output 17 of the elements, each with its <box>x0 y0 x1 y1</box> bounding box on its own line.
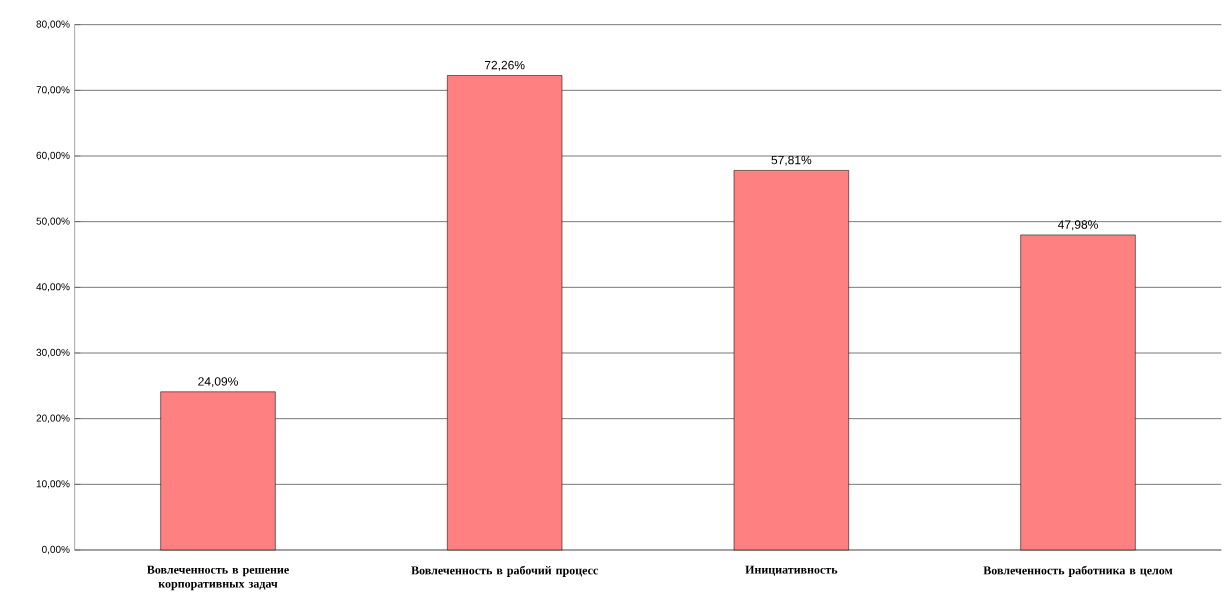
y-tick-label: 60,00% <box>36 151 70 161</box>
y-tick-label: 70,00% <box>36 86 70 95</box>
x-tick-label: Вовлеченность в решение корпоративных задач <box>147 565 289 591</box>
y-tick-label: 30,00% <box>36 348 70 358</box>
x-tick-label: Инициативность <box>745 565 838 576</box>
y-tick-label: 10,00% <box>36 480 70 489</box>
y-tick-label: 50,00% <box>36 217 70 226</box>
y-tick-label: 20,00% <box>36 414 70 423</box>
x-tick-label: Вовлеченность работника в целом <box>983 565 1173 577</box>
y-tick-label: 40,00% <box>36 283 70 292</box>
y-tick-label: 0,00% <box>42 545 70 555</box>
data-label: 24,09% <box>198 377 238 388</box>
data-label: 57,81% <box>771 155 812 166</box>
data-label: 47,98% <box>1057 220 1098 231</box>
y-tick-label: 80,00% <box>36 20 70 29</box>
data-label: 72,26% <box>484 60 525 71</box>
x-tick-label: Вовлеченность в рабочий процесс <box>411 565 598 577</box>
